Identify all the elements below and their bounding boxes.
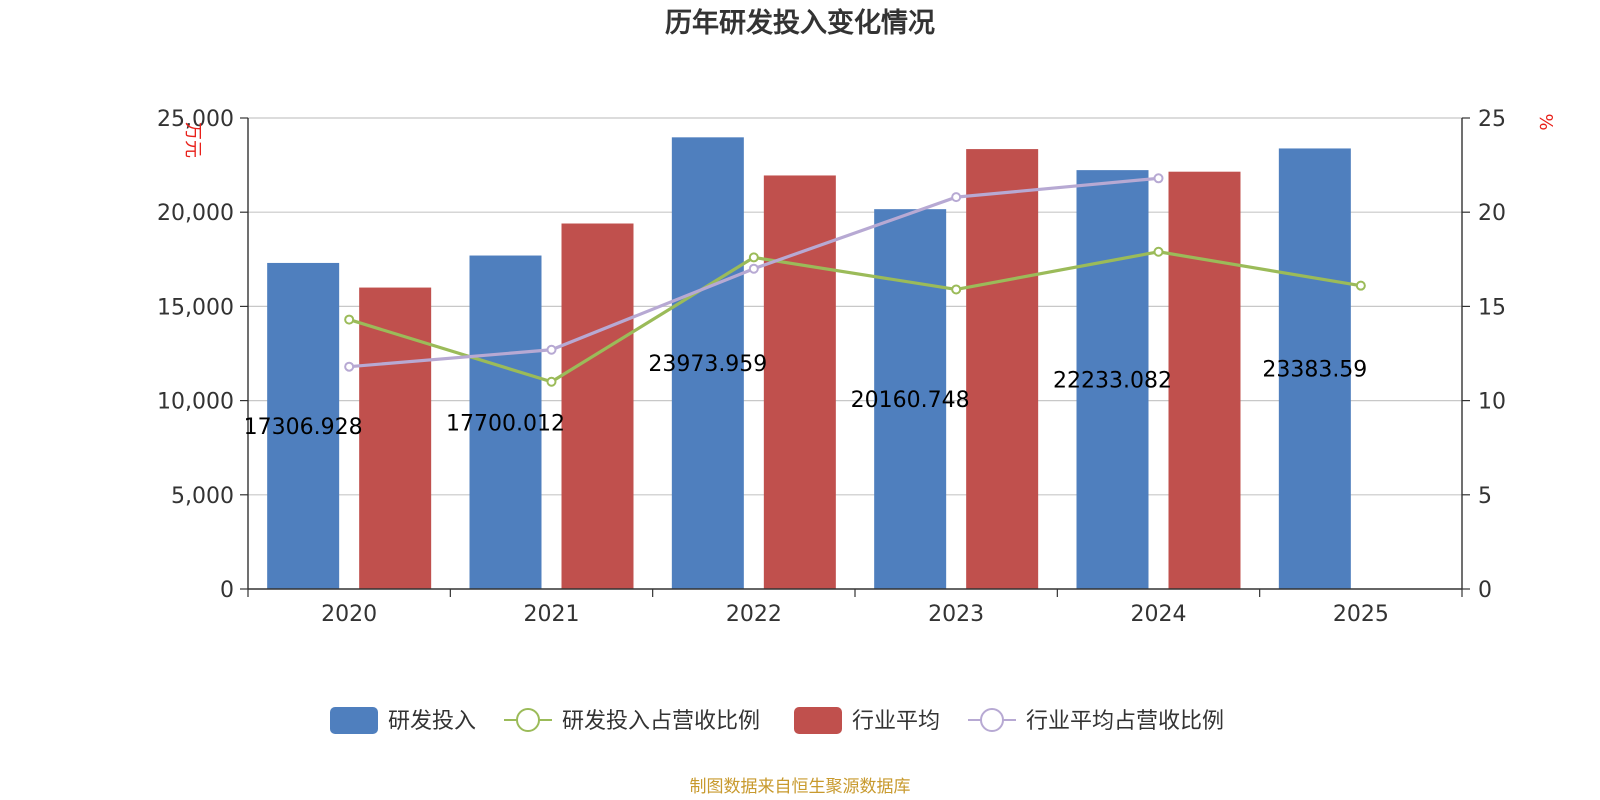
data-labels: 17306.928 17700.012 23973.959 20160.748 2223… <box>244 352 1368 440</box>
y-right-tick-label: 10 <box>1478 390 1506 415</box>
legend-marker <box>516 708 540 732</box>
legend-label: 行业平均 <box>852 709 940 734</box>
line-point <box>1153 173 1164 184</box>
chart-title: 历年研发投入变化情况 <box>665 7 935 39</box>
y-left-tick-label: 10,000 <box>157 390 234 415</box>
x-tick-label: 2022 <box>726 602 782 627</box>
data-label: 17306.928 <box>244 415 363 440</box>
bar <box>359 287 432 589</box>
x-tick-label: 2021 <box>524 602 580 627</box>
data-label: 22233.082 <box>1053 369 1172 394</box>
legend-label: 研发投入占营收比例 <box>562 709 760 734</box>
y-right-tick-label: 15 <box>1478 295 1506 320</box>
bar <box>874 209 947 589</box>
line-point <box>344 314 355 325</box>
bar <box>1278 148 1351 589</box>
y-left-tick-label: 25,000 <box>157 107 234 132</box>
y-left-tick-label: 0 <box>220 578 234 603</box>
legend: 研发投入 研发投入占营收比例 行业平均 行业平均占营收比例 <box>330 707 1224 734</box>
series-lines <box>344 173 1366 387</box>
legend-marker <box>980 708 1004 732</box>
x-tick-label: 2023 <box>928 602 984 627</box>
bars <box>267 137 1351 590</box>
y-left-tick-label: 5,000 <box>171 484 234 509</box>
line-point <box>546 376 557 387</box>
y-left-tick-label: 20,000 <box>157 201 234 226</box>
bar <box>469 255 542 589</box>
data-label: 23973.959 <box>648 352 767 377</box>
bar <box>561 223 634 589</box>
line-point <box>951 192 962 203</box>
line-point <box>1355 280 1366 291</box>
line-point <box>344 361 355 372</box>
data-label: 17700.012 <box>446 411 565 436</box>
data-label: 23383.59 <box>1262 358 1367 383</box>
x-tick-label: 2024 <box>1131 602 1187 627</box>
series-line <box>348 250 1362 384</box>
data-label: 20160.748 <box>851 388 970 413</box>
bar <box>763 175 836 589</box>
line-point <box>748 263 759 274</box>
line-point <box>546 344 557 355</box>
y-right-tick-label: 25 <box>1478 107 1506 132</box>
legend-label: 研发投入 <box>388 709 476 734</box>
legend-label: 行业平均占营收比例 <box>1026 709 1224 734</box>
y-right-unit: % <box>1535 113 1556 130</box>
line-point <box>951 284 962 295</box>
legend-swatch <box>330 707 378 734</box>
line-point <box>748 252 759 263</box>
source-note: 制图数据来自恒生聚源数据库 <box>690 777 911 797</box>
bar <box>1076 170 1149 590</box>
bar <box>671 137 744 589</box>
line-point <box>1153 246 1164 257</box>
bar <box>966 149 1039 589</box>
legend-swatch <box>794 707 842 734</box>
x-tick-label: 2020 <box>321 602 377 627</box>
axes: 0 0 5,000 5 10,000 10 15,000 15 20,000 20 25,000 25… <box>157 107 1556 627</box>
y-right-tick-label: 0 <box>1478 578 1492 603</box>
bar <box>267 262 340 589</box>
x-tick-label: 2025 <box>1333 602 1389 627</box>
y-right-tick-label: 5 <box>1478 484 1492 509</box>
y-right-tick-label: 20 <box>1478 201 1506 226</box>
grid-lines <box>248 117 1462 496</box>
bar <box>1168 171 1241 589</box>
y-left-tick-label: 15,000 <box>157 295 234 320</box>
y-left-unit: 万元 <box>182 122 203 158</box>
